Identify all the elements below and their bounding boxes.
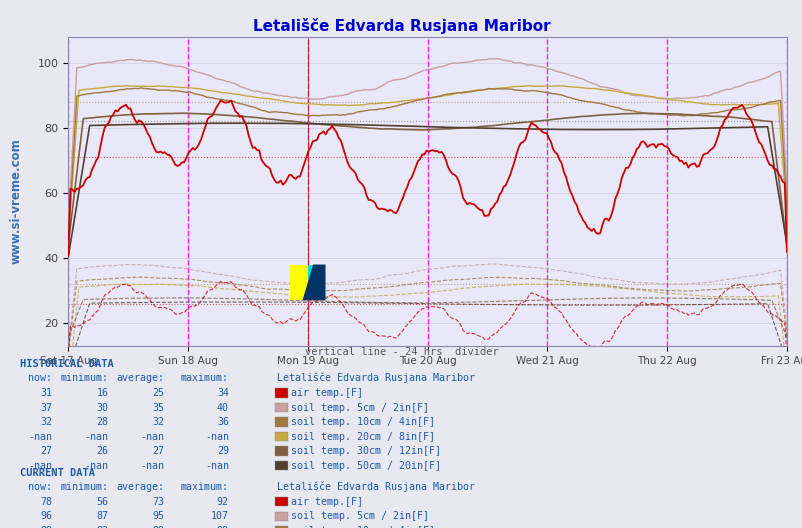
Text: 27: 27 <box>40 446 52 456</box>
Text: 92: 92 <box>217 497 229 507</box>
Text: soil temp. 20cm / 8in[F]: soil temp. 20cm / 8in[F] <box>291 431 435 441</box>
Text: 87: 87 <box>96 512 108 522</box>
Text: -nan: -nan <box>140 431 164 441</box>
Text: 82: 82 <box>96 526 108 528</box>
Text: 35: 35 <box>152 402 164 412</box>
Text: 78: 78 <box>40 497 52 507</box>
Text: 107: 107 <box>211 512 229 522</box>
Text: 32: 32 <box>152 417 164 427</box>
Text: 31: 31 <box>40 388 52 398</box>
Text: air temp.[F]: air temp.[F] <box>291 388 363 398</box>
Text: 36: 36 <box>217 417 229 427</box>
Text: 56: 56 <box>96 497 108 507</box>
Text: 16: 16 <box>96 388 108 398</box>
Text: 89: 89 <box>152 526 164 528</box>
Text: Letališče Edvarda Rusjana Maribor: Letališče Edvarda Rusjana Maribor <box>277 482 475 493</box>
Text: 30: 30 <box>96 402 108 412</box>
Text: soil temp. 5cm / 2in[F]: soil temp. 5cm / 2in[F] <box>291 402 429 412</box>
Text: average:: average: <box>116 483 164 493</box>
Text: 27: 27 <box>152 446 164 456</box>
Text: now:: now: <box>28 483 52 493</box>
Text: vertical line - 24 hrs  divider: vertical line - 24 hrs divider <box>304 347 498 357</box>
Text: www.si-vreme.com: www.si-vreme.com <box>10 138 22 263</box>
Text: -nan: -nan <box>140 460 164 470</box>
Text: soil temp. 10cm / 4in[F]: soil temp. 10cm / 4in[F] <box>291 526 435 528</box>
Text: -nan: -nan <box>28 431 52 441</box>
Text: Letališče Edvarda Rusjana Maribor: Letališče Edvarda Rusjana Maribor <box>277 373 475 383</box>
Text: 40: 40 <box>217 402 229 412</box>
Text: maximum:: maximum: <box>180 373 229 383</box>
Text: average:: average: <box>116 373 164 383</box>
Text: soil temp. 50cm / 20in[F]: soil temp. 50cm / 20in[F] <box>291 460 441 470</box>
Text: -nan: -nan <box>28 460 52 470</box>
Text: HISTORICAL DATA: HISTORICAL DATA <box>20 359 114 369</box>
Text: 26: 26 <box>96 446 108 456</box>
Text: 32: 32 <box>40 417 52 427</box>
Text: 95: 95 <box>152 512 164 522</box>
Text: 34: 34 <box>217 388 229 398</box>
Text: -nan: -nan <box>84 460 108 470</box>
Text: soil temp. 5cm / 2in[F]: soil temp. 5cm / 2in[F] <box>291 512 429 522</box>
Text: 96: 96 <box>40 512 52 522</box>
Text: -nan: -nan <box>84 431 108 441</box>
Text: soil temp. 10cm / 4in[F]: soil temp. 10cm / 4in[F] <box>291 417 435 427</box>
Text: -nan: -nan <box>205 460 229 470</box>
Text: 28: 28 <box>96 417 108 427</box>
Text: 29: 29 <box>217 446 229 456</box>
Text: 88: 88 <box>40 526 52 528</box>
Text: Letališče Edvarda Rusjana Maribor: Letališče Edvarda Rusjana Maribor <box>253 18 549 34</box>
Text: 73: 73 <box>152 497 164 507</box>
Text: maximum:: maximum: <box>180 483 229 493</box>
Text: air temp.[F]: air temp.[F] <box>291 497 363 507</box>
Text: 37: 37 <box>40 402 52 412</box>
Text: minimum:: minimum: <box>60 483 108 493</box>
Text: 25: 25 <box>152 388 164 398</box>
Text: minimum:: minimum: <box>60 373 108 383</box>
Text: soil temp. 30cm / 12in[F]: soil temp. 30cm / 12in[F] <box>291 446 441 456</box>
Text: CURRENT DATA: CURRENT DATA <box>20 468 95 478</box>
Text: 98: 98 <box>217 526 229 528</box>
Text: now:: now: <box>28 373 52 383</box>
Text: -nan: -nan <box>205 431 229 441</box>
